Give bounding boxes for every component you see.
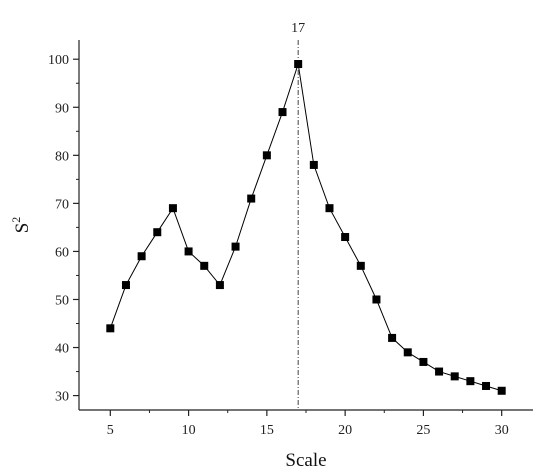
x-tick-label: 5	[107, 423, 114, 438]
data-point	[435, 367, 444, 376]
vline-label: 17	[291, 21, 305, 36]
data-point	[309, 160, 318, 169]
y-tick-label: 100	[48, 53, 69, 68]
data-point	[247, 194, 256, 203]
data-point	[137, 252, 146, 261]
data-point	[200, 261, 209, 270]
data-point	[450, 372, 459, 381]
data-point	[168, 204, 177, 213]
y-tick-label: 70	[55, 197, 69, 212]
y-tick-label: 30	[55, 390, 69, 405]
data-point	[341, 233, 350, 242]
series-line	[109, 63, 502, 392]
data-point	[497, 386, 506, 395]
y-tick-label: 50	[55, 293, 69, 308]
data-point	[372, 295, 381, 304]
x-tick-label: 20	[338, 423, 352, 438]
data-point	[231, 242, 240, 251]
y-tick-label: 90	[55, 101, 69, 116]
x-tick-label: 10	[182, 423, 196, 438]
x-tick-label: 25	[416, 423, 430, 438]
x-axis-label: Scale	[285, 450, 326, 471]
y-tick-label: 80	[55, 149, 69, 164]
data-point	[121, 281, 130, 290]
data-point	[294, 60, 303, 69]
axes: 5 10 15 20 25 30 30 40 50 60 70 80 90 100	[48, 40, 533, 438]
data-point	[356, 261, 365, 270]
x-tick-label: 15	[260, 423, 274, 438]
y-axis-label-text: S	[12, 223, 33, 234]
x-tick-label: 30	[495, 423, 509, 438]
data-point	[153, 228, 162, 237]
data-point	[482, 381, 491, 390]
series-group	[106, 60, 506, 395]
y-axis-label-superscript: 2	[9, 217, 23, 223]
y-axis-label: S2	[9, 217, 33, 234]
data-point	[215, 281, 224, 290]
data-point	[325, 204, 334, 213]
data-point	[184, 247, 193, 256]
data-point	[466, 377, 475, 386]
y-tick-label: 40	[55, 342, 69, 357]
annotation-group: 17	[291, 21, 305, 410]
data-point	[106, 324, 115, 333]
data-point	[419, 357, 428, 366]
data-point	[262, 151, 271, 160]
data-point	[388, 333, 397, 342]
data-point	[403, 348, 412, 357]
y-tick-label: 60	[55, 245, 69, 260]
data-point	[278, 108, 287, 117]
